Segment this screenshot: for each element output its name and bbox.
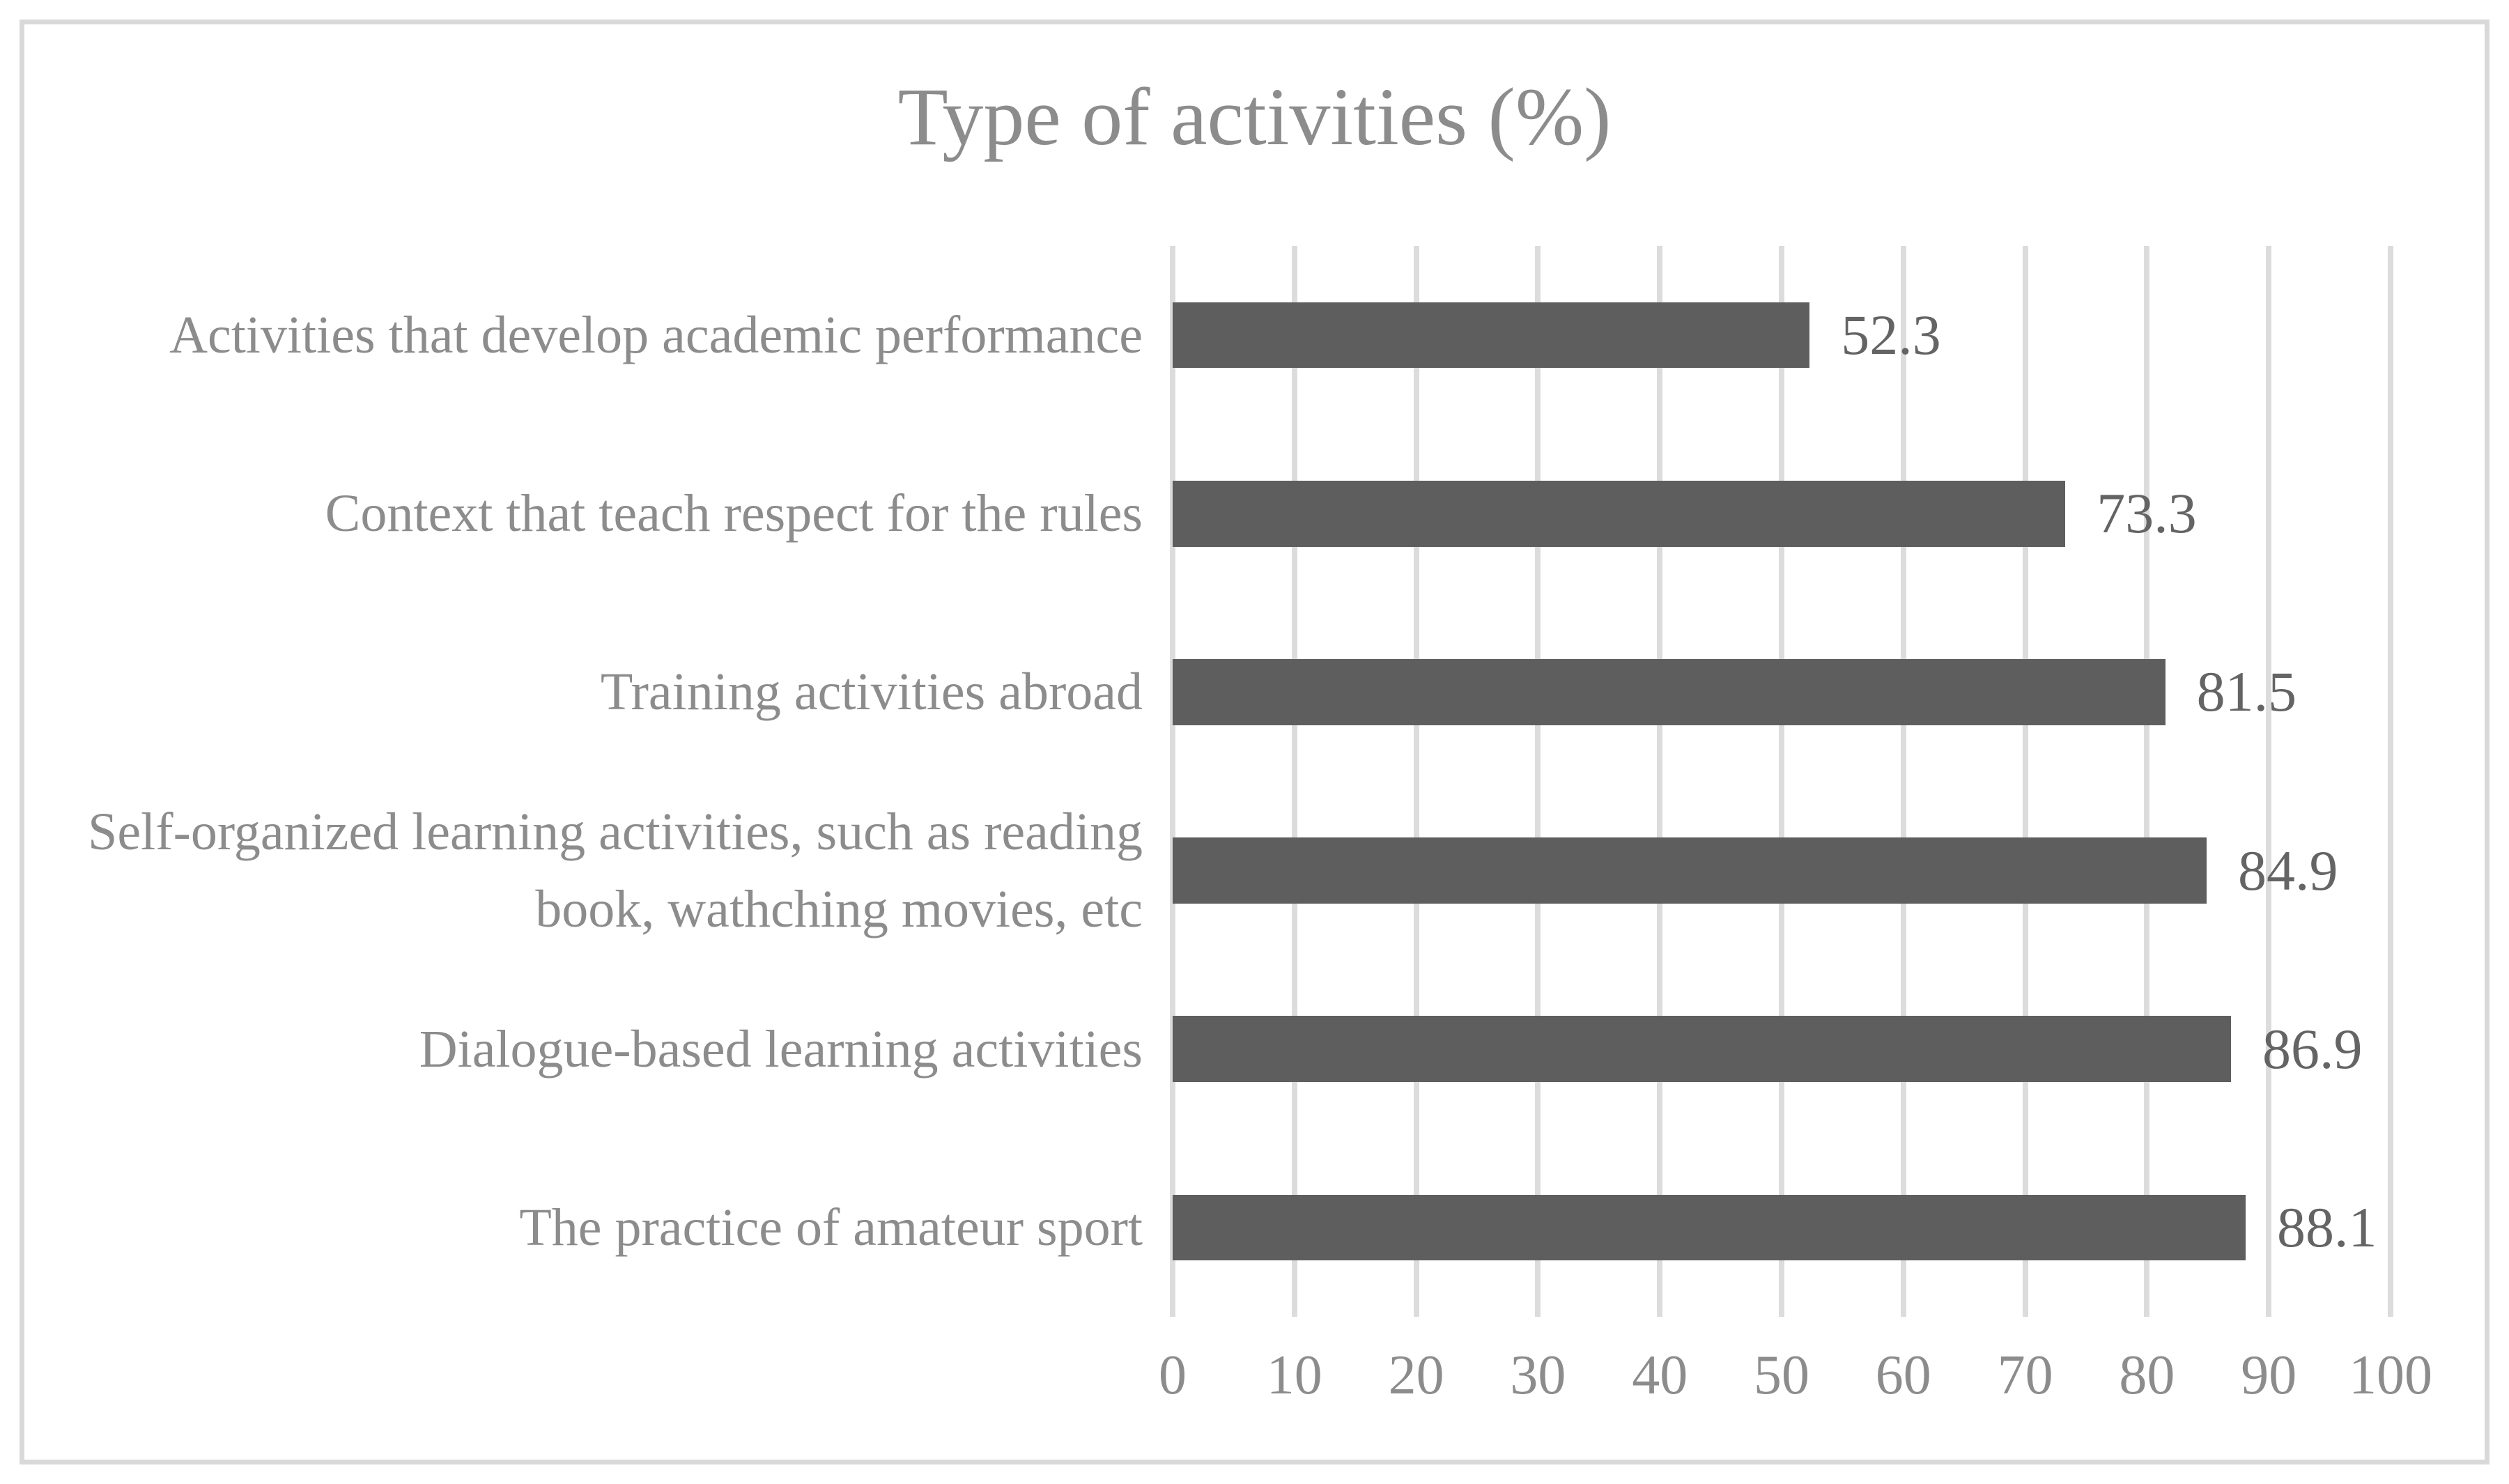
x-tick-label: 30 xyxy=(1510,1345,1566,1406)
value-label: 88.1 xyxy=(2276,1195,2377,1259)
bar-rows: 52.3 73.3 81.5 84.9 86.9 88.1 xyxy=(1173,246,2391,1317)
category-axis: Activities that develop academic perform… xyxy=(28,246,1143,1317)
value-label: 84.9 xyxy=(2238,838,2338,902)
gridline xyxy=(2144,246,2150,1317)
category-label: The practice of amateur sport xyxy=(519,1198,1143,1257)
x-tick-label: 90 xyxy=(2241,1345,2297,1406)
x-tick-label: 100 xyxy=(2349,1345,2432,1406)
bar-row: 52.3 xyxy=(1173,246,2391,424)
chart-title: Type of activities (%) xyxy=(897,71,1612,162)
category-label: Context that teach respect for the rules xyxy=(325,484,1143,543)
bar xyxy=(1173,837,2207,904)
gridline xyxy=(2266,246,2272,1317)
category-label: Training activities abroad xyxy=(600,663,1143,722)
bar xyxy=(1173,1016,2231,1083)
bar xyxy=(1173,1194,2246,1261)
category-label: Self-organized learning activities, such… xyxy=(88,803,1143,938)
x-tick-label: 10 xyxy=(1266,1345,1322,1406)
x-tick-label: 70 xyxy=(1997,1345,2053,1406)
bar xyxy=(1173,480,2066,547)
gridline xyxy=(1779,246,1784,1317)
gridline xyxy=(1657,246,1663,1317)
bar-row: 86.9 xyxy=(1173,960,2391,1138)
gridline xyxy=(1170,246,1175,1317)
x-tick-label: 20 xyxy=(1388,1345,1444,1406)
value-label: 81.5 xyxy=(2196,660,2297,724)
bar-row: 84.9 xyxy=(1173,782,2391,960)
x-tick-label: 60 xyxy=(1875,1345,1931,1406)
bar-row: 88.1 xyxy=(1173,1138,2391,1317)
gridline xyxy=(2022,246,2028,1317)
bar xyxy=(1173,302,1810,369)
gridline xyxy=(2388,246,2393,1317)
bar-row: 81.5 xyxy=(1173,603,2391,781)
value-label: 73.3 xyxy=(2097,481,2197,546)
category-label: Dialogue-based learning activities xyxy=(419,1019,1143,1079)
x-tick-label: 40 xyxy=(1632,1345,1688,1406)
gridline xyxy=(1413,246,1419,1317)
value-label: 52.3 xyxy=(1841,303,1941,367)
gridline xyxy=(1291,246,1297,1317)
x-tick-label: 0 xyxy=(1159,1345,1187,1406)
gridline xyxy=(1535,246,1541,1317)
x-tick-label: 80 xyxy=(2119,1345,2175,1406)
plot-area: 52.3 73.3 81.5 84.9 86.9 88.1 xyxy=(1170,246,2393,1317)
bar-row: 73.3 xyxy=(1173,424,2391,603)
x-tick-label: 50 xyxy=(1754,1345,1809,1406)
x-axis: 0 10 20 30 40 50 60 70 80 90 100 xyxy=(1159,1345,2432,1428)
value-label: 86.9 xyxy=(2262,1017,2363,1081)
category-label: Activities that develop academic perform… xyxy=(169,305,1143,364)
bar xyxy=(1173,659,2166,725)
gridline xyxy=(1900,246,1906,1317)
